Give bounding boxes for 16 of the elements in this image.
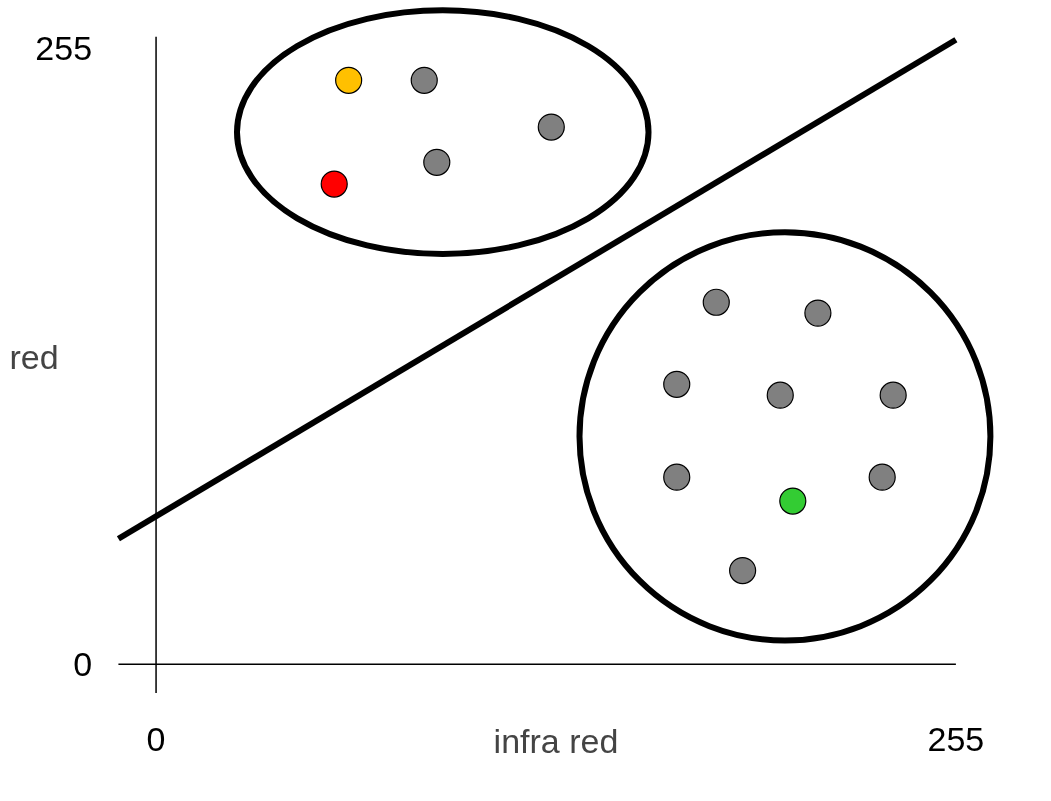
point [804,299,832,327]
point [410,66,438,94]
point [663,463,691,491]
point [868,463,896,491]
point [879,381,907,409]
point [702,288,730,316]
y-axis-title: red [9,337,59,376]
x-axis-title: infra red [493,722,619,761]
point [779,487,807,515]
point [423,148,451,176]
point [537,113,565,141]
point [335,66,363,94]
point [766,381,794,409]
point [663,370,691,398]
point [729,556,757,585]
point [320,170,348,198]
